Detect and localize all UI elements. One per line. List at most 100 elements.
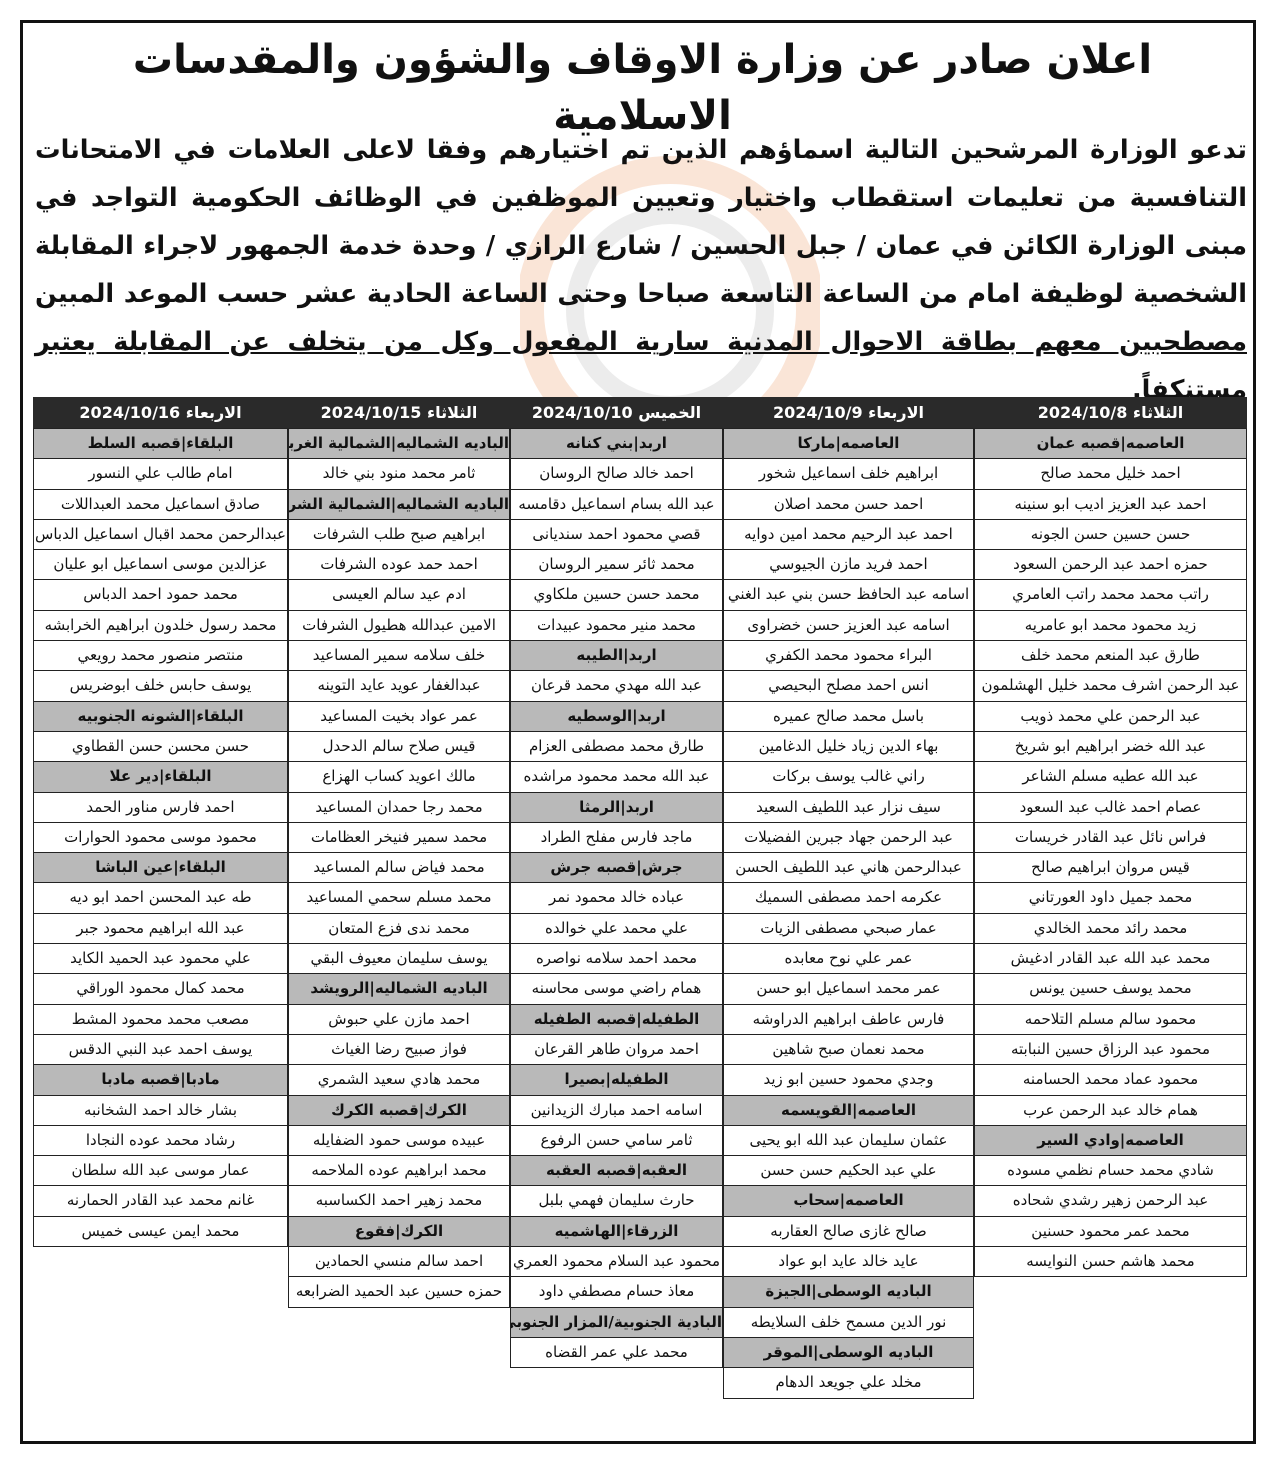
candidate-row: محمود عماد محمد الحسامنه	[975, 1064, 1246, 1095]
candidate-row: محمد ثائر سمير الروسان	[511, 549, 722, 580]
candidate-row: احمد خالد صالح الروسان	[511, 458, 722, 489]
candidate-row: محمد رسول خلدون ابراهيم الخرابشه	[34, 609, 287, 641]
announcement-body: تدعو الوزارة المرشحين التالية اسماؤهم ال…	[35, 126, 1247, 414]
location-group-row: الزرقاء|الهاشميه	[511, 1215, 722, 1247]
location-group-row: العاصمه|سحاب	[724, 1185, 973, 1216]
candidate-row: ثامر سامي حسن الرفوع	[511, 1124, 722, 1156]
candidate-row: صالح غازى صالح العقاربه	[724, 1215, 973, 1247]
candidate-row: محمد عبد الله عبد القادر ادغيش	[975, 943, 1246, 974]
candidate-row: عبد الله مهدي محمد قرعان	[511, 670, 722, 701]
candidate-row: محمد ايمن عيسى خميس	[34, 1215, 287, 1247]
location-group-row: البلقاء|قصبه السلط	[34, 428, 287, 459]
candidate-row: احمد سالم منسي الحمادين	[289, 1246, 509, 1277]
candidate-row: محمد مسلم سحمي المساعيد	[289, 882, 509, 913]
location-group-row: الباديه الشماليه|الشمالية الغربية	[289, 428, 509, 459]
candidate-row: محمود سالم مسلم التلاحمه	[975, 1003, 1246, 1034]
candidate-row: محمد كمال محمود الوراقي	[34, 973, 287, 1004]
candidate-row: باسل محمد صالح عميره	[724, 700, 973, 731]
candidate-row: فارس عاطف ابراهيم الدراوشه	[724, 1003, 973, 1034]
candidate-row: عكرمه احمد مصطفى السميك	[724, 882, 973, 913]
candidate-row: فواز صبيح رضا الغياث	[289, 1033, 509, 1065]
candidate-row: محمد زهير احمد الكساسبه	[289, 1185, 509, 1216]
location-group-row: الباديه الوسطى|الموقر	[724, 1336, 973, 1368]
candidate-row: محمد سمير فنيخر العظامات	[289, 821, 509, 853]
candidate-row: عثمان سليمان عبد الله ابو يحيى	[724, 1124, 973, 1156]
table-header: الثلاثاء 2024/10/8 الاربعاء 2024/10/9 الخم…	[33, 397, 1247, 428]
location-group-row: العقبه|قصبه العقبه	[511, 1155, 722, 1186]
candidate-row: محمد عمر محمود حسنين	[975, 1215, 1246, 1247]
candidate-row: عبيده موسى حمود الضفايله	[289, 1124, 509, 1156]
candidate-row: ثامر محمد منود بني خالد	[289, 458, 509, 489]
table-columns: العاصمه|قصبه عمان احمد خليل محمد صالح احمد…	[33, 428, 1247, 1399]
candidate-row: راتب محمد محمد راتب العامري	[975, 579, 1246, 610]
candidate-row: عبد الرحمن اشرف محمد خليل الهشلمون	[975, 670, 1246, 701]
day-column: اربد|بني كنانه احمد خالد صالح الروسان عبد …	[510, 428, 723, 1369]
candidate-row: وجدي محمود حسين ابو زيد	[724, 1064, 973, 1095]
candidate-row: انس احمد مصلح البحيصي	[724, 670, 973, 701]
candidate-row: منتصر منصور محمد رويعي	[34, 640, 287, 671]
candidate-row: يوسف سليمان معيوف البقي	[289, 943, 509, 974]
candidate-row: ماجد فارس مفلح الطراد	[511, 821, 722, 853]
announcement-title: اعلان صادر عن وزارة الاوقاف والشؤون والم…	[132, 37, 1153, 139]
candidate-row: محمد علي عمر القضاه	[511, 1336, 722, 1368]
candidate-row: علي عبد الحكيم حسن حسن	[724, 1155, 973, 1186]
column-header-date: الثلاثاء 2024/10/8	[1037, 403, 1184, 422]
column-header-date: الثلاثاء 2024/10/15	[320, 403, 478, 422]
candidate-row: محمود عبد الرزاق حسين النبابته	[975, 1033, 1246, 1065]
candidate-row: عايد خالد عايد ابو عواد	[724, 1246, 973, 1277]
candidate-row: قيس مروان ابراهيم صالح	[975, 852, 1246, 883]
location-group-row: الكرك|قصبه الكرك	[289, 1094, 509, 1125]
candidate-row: اسامه عبد العزيز حسن خضراوى	[724, 609, 973, 641]
candidate-row: عمر عواد بخيت المساعيد	[289, 700, 509, 731]
candidate-row: يوسف احمد عبد النبي الدقس	[34, 1033, 287, 1065]
candidate-row: عزالدين موسى اسماعيل ابو عليان	[34, 549, 287, 580]
location-group-row: اربد|الوسطيه	[511, 700, 722, 731]
candidate-row: عمر محمد اسماعيل ابو حسن	[724, 973, 973, 1004]
candidate-row: ادم عيد سالم العيسى	[289, 579, 509, 610]
candidate-row: احمد خليل محمد صالح	[975, 458, 1246, 489]
candidate-row: الامين عبدالله هطيول الشرفات	[289, 609, 509, 641]
day-column: الباديه الشماليه|الشمالية الغربية ثامر مح…	[288, 428, 510, 1308]
candidate-row: عبدالرحمن محمد اقبال اسماعيل الدباس	[34, 518, 287, 550]
candidate-row: عبد الرحمن زهير رشدي شحاده	[975, 1185, 1246, 1216]
candidate-row: معاذ حسام مصطفي داود	[511, 1276, 722, 1307]
candidate-row: طارق محمد مصطفى العزام	[511, 730, 722, 762]
column-header-date: الاربعاء 2024/10/16	[79, 403, 242, 422]
day-column: العاصمه|قصبه عمان احمد خليل محمد صالح احمد…	[974, 428, 1247, 1278]
candidate-row: احمد فريد مازن الجيوسي	[724, 549, 973, 580]
candidate-row: ابراهيم خلف اسماعيل شخور	[724, 458, 973, 489]
candidate-row: محمد نعمان صبح شاهين	[724, 1033, 973, 1065]
location-group-row: الطفيله|بصيرا	[511, 1064, 722, 1095]
candidate-row: عصام احمد غالب عبد السعود	[975, 791, 1246, 822]
location-group-row: العاصمه|ماركا	[724, 428, 973, 459]
location-group-row: العاصمه|قصبه عمان	[975, 428, 1246, 459]
candidate-row: فراس نائل عبد القادر خريسات	[975, 821, 1246, 853]
candidate-row: محمد هادي سعيد الشمري	[289, 1064, 509, 1095]
page-border	[20, 20, 1256, 1444]
candidate-row: احمد حمد عوده الشرفات	[289, 549, 509, 580]
candidate-row: زيد محمود محمد ابو عامريه	[975, 609, 1246, 641]
candidate-row: صادق اسماعيل محمد العبداللات	[34, 488, 287, 519]
candidates-table: الثلاثاء 2024/10/8 الاربعاء 2024/10/9 الخم…	[33, 397, 1247, 1399]
candidate-row: قيس صلاح سالم الدحدل	[289, 730, 509, 762]
candidate-row: محمد جميل داود العورتاني	[975, 882, 1246, 913]
day-column: العاصمه|ماركا ابراهيم خلف اسماعيل شخور احم…	[723, 428, 974, 1399]
candidate-row: محمد ندى فزع المتعان	[289, 912, 509, 944]
candidate-row: محمد رائد محمد الخالدي	[975, 912, 1246, 944]
location-group-row: اربد|الطيبه	[511, 640, 722, 671]
day-column: البلقاء|قصبه السلط امام طالب علي النسور صا…	[33, 428, 288, 1248]
candidate-row: احمد مروان طاهر القرعان	[511, 1033, 722, 1065]
candidate-row: محمد فياض سالم المساعيد	[289, 852, 509, 883]
candidate-row: البراء محمود محمد الكفري	[724, 640, 973, 671]
candidate-row: عبد الله خضر ابراهيم ابو شريخ	[975, 730, 1246, 762]
candidate-row: محمد حسن حسين ملكاوي	[511, 579, 722, 610]
candidate-row: محمد يوسف حسين يونس	[975, 973, 1246, 1004]
candidate-row: علي محمد علي خوالده	[511, 912, 722, 944]
candidate-row: مخلد علي جويعد الدهام	[724, 1367, 973, 1398]
body-text-underlined: مصطحبين معهم بطاقة الاحوال المدنية سارية…	[35, 327, 1247, 405]
candidate-row: ابراهيم صبح طلب الشرفات	[289, 518, 509, 550]
candidate-row: عبد الله عطيه مسلم الشاعر	[975, 761, 1246, 792]
candidate-row: احمد عبد العزيز اديب ابو سنينه	[975, 488, 1246, 519]
candidate-row: عبد الرحمن علي محمد ذويب	[975, 700, 1246, 731]
candidate-row: عبدالرحمن هاني عبد اللطيف الحسن	[724, 852, 973, 883]
